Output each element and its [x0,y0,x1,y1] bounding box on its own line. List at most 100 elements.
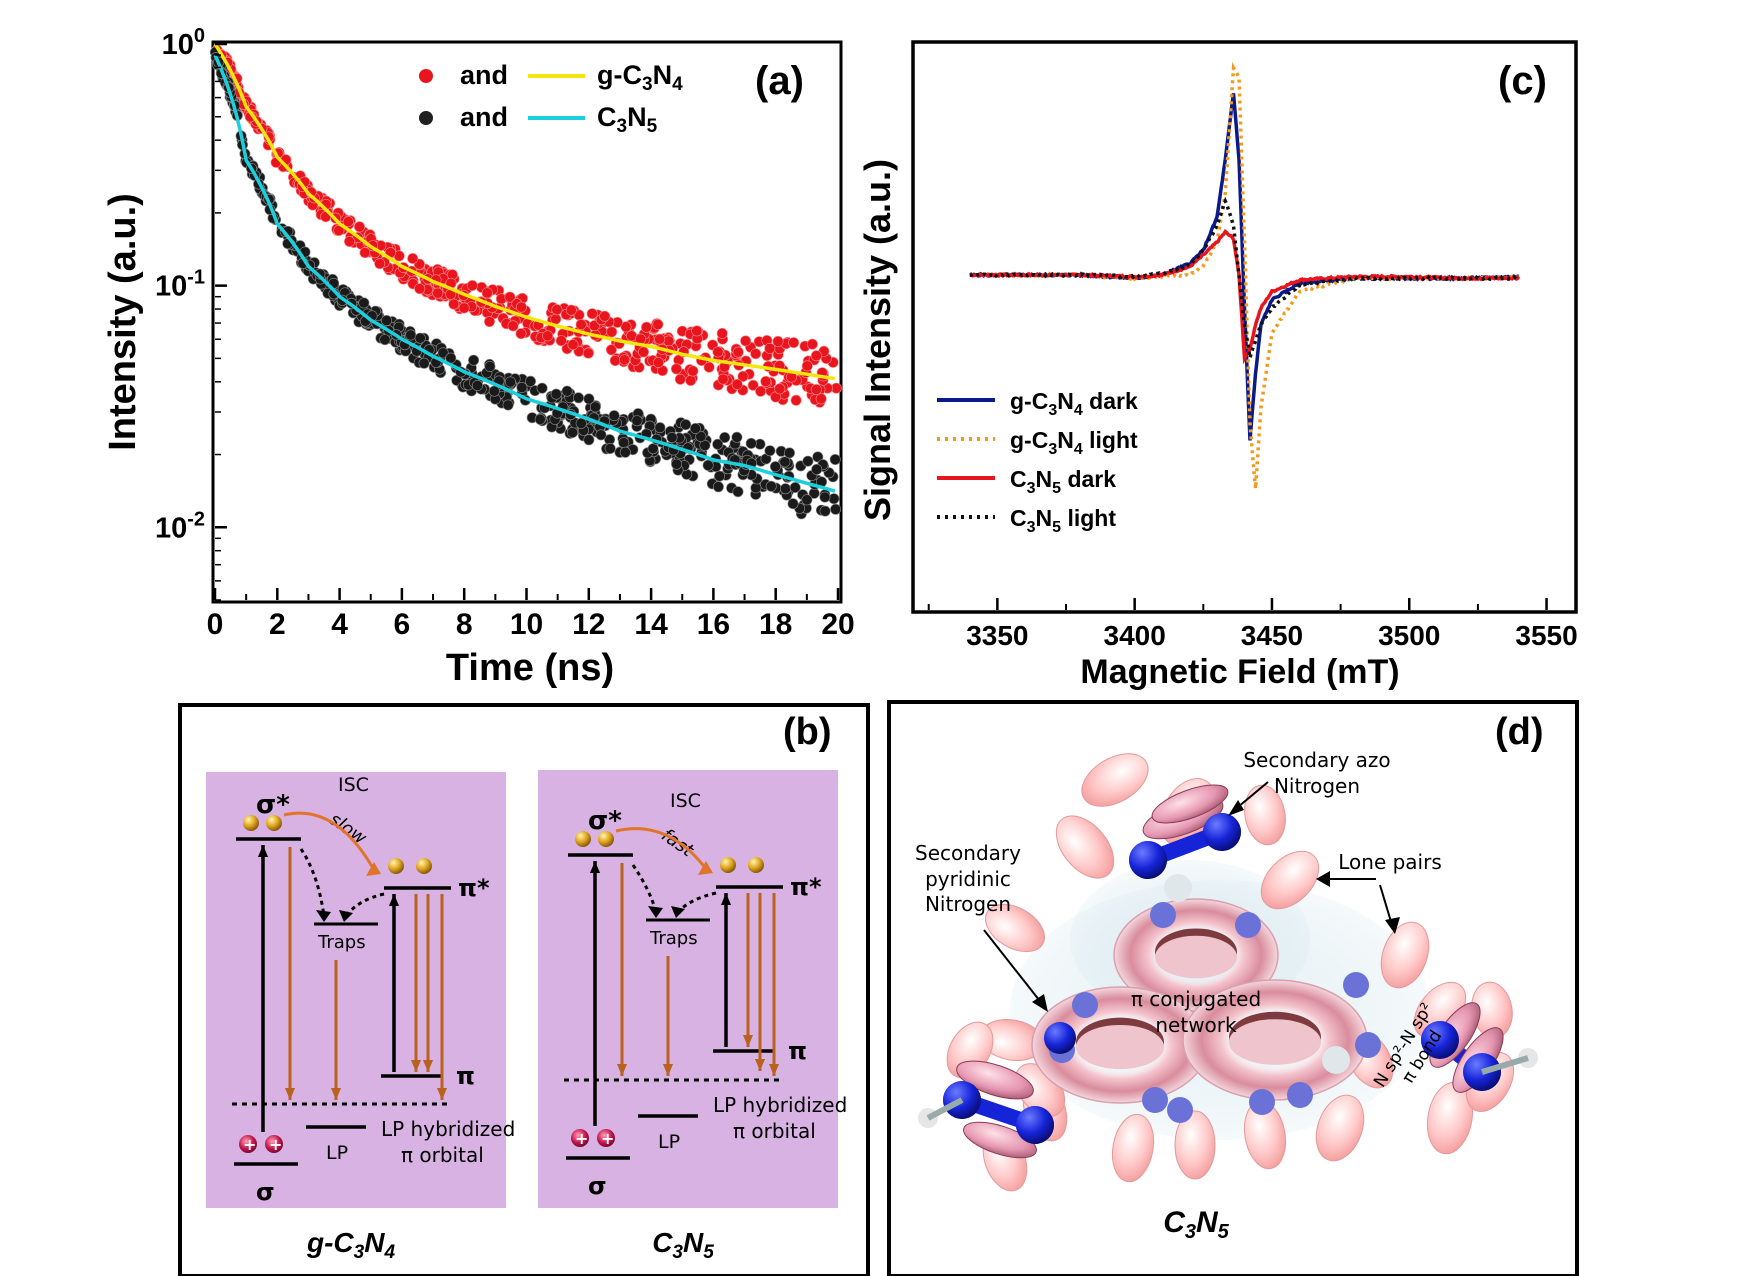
lone-pair-lobe-7 [1111,1113,1155,1183]
x-tick-label-6: 6 [394,608,411,641]
data-point-C3N5 [745,437,757,449]
panel-a-ylabel: Intensity (a.u.) [102,193,144,451]
pi-emission-arrow-1-head [410,1060,422,1072]
data-point-C3N5 [732,486,744,498]
isc-arrow-head [698,861,713,875]
panel-c-x-ticks: 3350 3400 3450 3500 3550 [927,598,1578,651]
panel-a-fit-lines [213,43,836,493]
lp-hybridized-text1: LP hybridized [713,1093,847,1117]
pi-text: π [456,1062,475,1090]
data-point-C3N5 [516,381,528,393]
data-point-C3N5 [765,480,777,492]
panel-c-label: (c) [1498,59,1547,103]
legend-label-gc3n4: g-C3N4 [597,60,683,95]
data-point-C3N5 [381,314,393,326]
pi-text: π [788,1037,807,1065]
data-point-C3N5 [631,415,643,427]
data-point-g-C3N4 [550,313,562,325]
data-point-g-C3N4 [654,333,666,345]
electron-2 [266,815,282,831]
panel-d-annotations: Secondary azo Nitrogen Secondary pyridin… [915,748,1442,1012]
data-point-g-C3N4 [605,344,617,356]
data-point-C3N5 [830,503,842,515]
data-point-g-C3N4 [588,320,600,332]
hole-2 [265,1135,283,1153]
data-point-g-C3N4 [582,347,594,359]
x-tick-label-14: 14 [634,608,668,641]
data-point-C3N5 [534,413,546,425]
sigma-text: σ [588,1172,607,1200]
data-point-C3N5 [550,388,562,400]
hole-2-plus: + [601,1129,614,1148]
hole-2 [597,1129,615,1147]
data-point-C3N5 [812,451,824,463]
panel-c-epr-plot: 3350 3400 3450 3500 3550 Magnetic Field (mT)… [857,40,1578,691]
dotted-arrow-1 [299,848,326,917]
left-pi-lobe-2 [963,1121,1037,1159]
pi-emission-arrow-3-head [436,1088,448,1100]
lone-pair-lobe-2 [1260,850,1320,910]
data-point-g-C3N4 [542,330,554,342]
c-x-tick-label-3450: 3450 [1241,620,1303,651]
data-point-C3N5 [811,463,823,475]
isc-text: ISC [338,774,369,796]
isc-arrow-head [366,862,381,876]
data-point-g-C3N4 [790,394,802,406]
azo-n-atom-2b [1203,813,1241,851]
data-point-C3N5 [619,446,631,458]
data-point-g-C3N4 [551,304,563,316]
pi-star-text: π* [790,873,822,901]
data-point-C3N5 [405,329,417,341]
pi-excitation-arrow-head [388,894,400,906]
data-point-C3N5 [502,399,514,411]
data-point-g-C3N4 [717,373,729,385]
lone-pair-lobe-20 [1244,784,1286,846]
panel-a-label: (a) [755,59,804,103]
left-h-bond [926,1097,964,1121]
data-point-C3N5 [680,419,692,431]
data-point-g-C3N4 [343,236,355,248]
isc-arrow [283,811,376,871]
torus-right-hole-inner [1229,1019,1321,1065]
panel-a-xlabel: Time (ns) [446,647,614,689]
data-point-g-C3N4 [515,301,527,313]
data-point-g-C3N4 [740,335,752,347]
data-point-C3N5 [437,347,449,359]
x-tick-label-18: 18 [759,608,792,641]
data-point-C3N5 [504,376,516,388]
panel-c-ylabel: Signal Intensity (a.u.) [857,159,898,521]
legend-black-marker [419,111,433,125]
lp-hybridized-text2: π orbital [401,1143,484,1167]
data-point-g-C3N4 [772,335,784,347]
excitation-arrow-head [589,861,601,873]
data-point-C3N5 [418,357,430,369]
data-point-g-C3N4 [687,365,699,377]
data-point-C3N5 [488,385,500,397]
data-point-g-C3N4 [640,321,652,333]
data-point-g-C3N4 [575,318,587,330]
panel-a-x-ticks: 0 2 4 6 8 10 12 14 16 18 20 [207,588,855,641]
electron-1 [575,831,591,847]
data-point-C3N5 [666,431,678,443]
lone-pair-lobe-4 [985,903,1045,953]
x-tick-label-12: 12 [572,608,605,641]
y-tick-label--2: 10-2 [155,508,205,544]
data-point-g-C3N4 [481,287,493,299]
legend-red-marker [419,69,433,83]
hole-1-plus: + [575,1129,588,1148]
left-pi-lobe-1 [956,1060,1034,1100]
data-point-C3N5 [695,430,707,442]
data-point-g-C3N4 [637,346,649,358]
data-point-C3N5 [524,375,536,387]
panel-d-molecule: (d) Secondary azo Nitrogen Secondary pyr… [887,700,1579,1276]
data-point-C3N5 [379,334,391,346]
data-point-g-C3N4 [764,342,776,354]
data-point-C3N5 [572,392,584,404]
c-x-tick-label-3400: 3400 [1104,620,1166,651]
panel-d-label: (d) [1495,711,1544,753]
x-tick-label-8: 8 [456,608,473,641]
isc-arrow [615,827,708,870]
c-legend-label-1: g-C3N4 light [1010,427,1138,458]
dotted-arrow-1-head [648,906,663,918]
